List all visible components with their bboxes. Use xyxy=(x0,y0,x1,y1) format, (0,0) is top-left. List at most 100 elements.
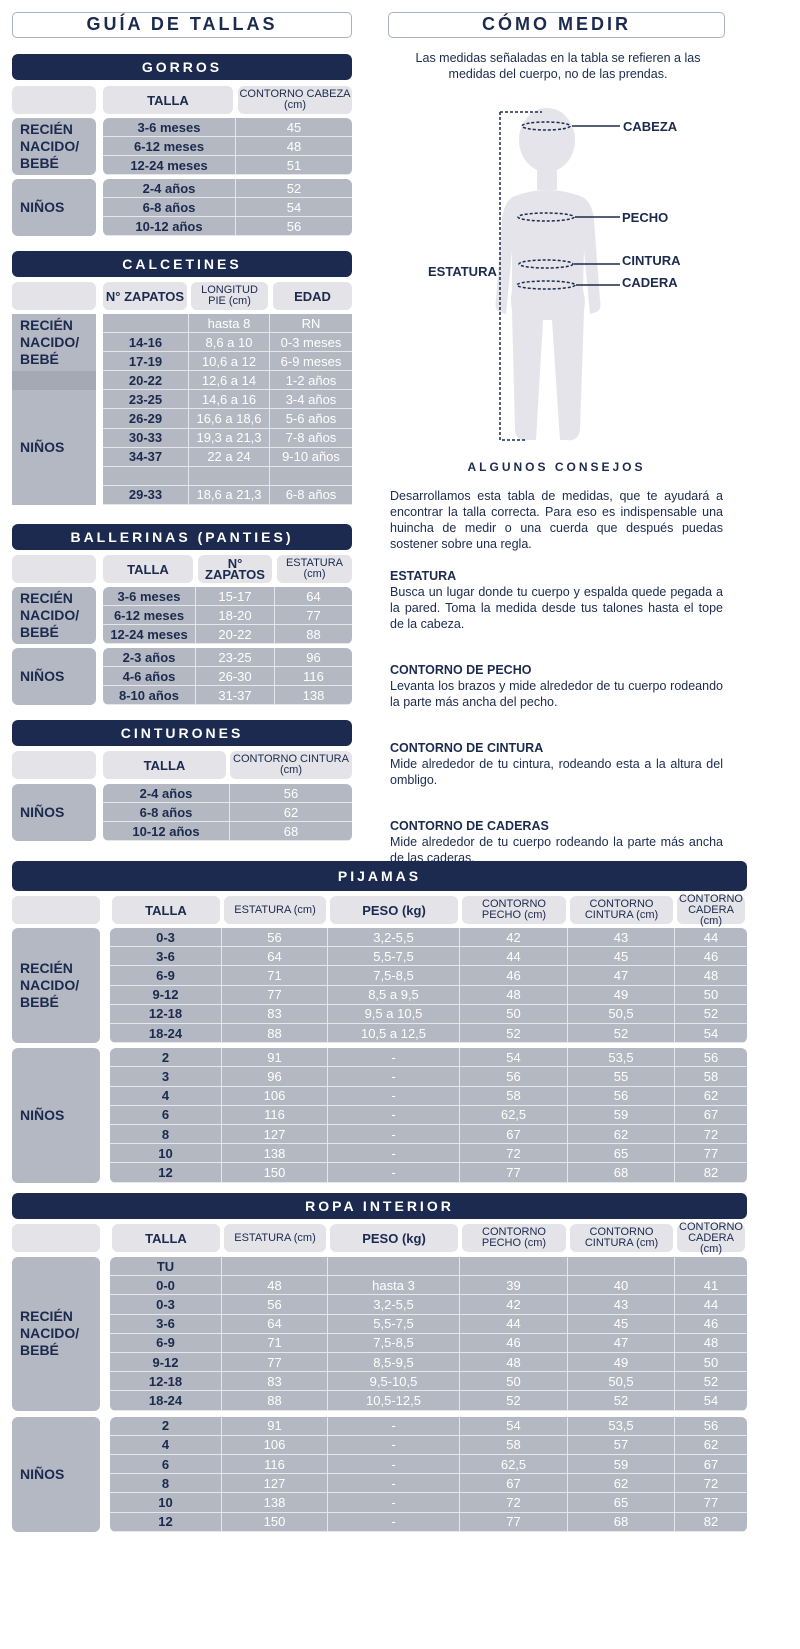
size-cell: 3-6 meses xyxy=(103,587,196,606)
chest-measure-ring xyxy=(517,212,575,222)
value-cell: 65 xyxy=(568,1144,675,1164)
pijamas-header-bar: PIJAMAS xyxy=(12,861,747,891)
value-cell: - xyxy=(328,1086,460,1106)
tip-heading: CONTORNO DE PECHO xyxy=(390,663,532,677)
value-cell: 62 xyxy=(568,1124,675,1145)
tip-pecho: CONTORNO DE PECHO Levanta los brazos y mi… xyxy=(390,662,723,710)
column-header: ESTATURA (cm) xyxy=(224,1224,326,1252)
size-cell: 12-18 xyxy=(110,1372,222,1392)
value-cell: 67 xyxy=(460,1124,568,1145)
value-cell: 45 xyxy=(236,118,352,137)
value-cell: 9,5-10,5 xyxy=(328,1372,460,1392)
size-cell: 2-4 años xyxy=(103,784,230,803)
value-cell: 48 xyxy=(675,966,747,986)
size-cell: 23-25 xyxy=(103,390,189,410)
group-label: NIÑOS xyxy=(12,1416,100,1532)
value-cell: 62 xyxy=(230,803,352,822)
value-cell: 52 xyxy=(236,179,352,198)
value-cell: 65 xyxy=(568,1493,675,1513)
value-cell: - xyxy=(328,1512,460,1532)
tips-section: Desarrollamos esta tabla de medidas, que… xyxy=(390,488,723,866)
tip-text: Levanta los brazos y mide alrededor de t… xyxy=(390,679,723,709)
value-cell: 83 xyxy=(222,1372,328,1392)
size-cell: 6-8 años xyxy=(103,198,236,217)
value-cell: 51 xyxy=(236,156,352,175)
value-cell: 43 xyxy=(568,1295,675,1315)
size-cell: 0-3 xyxy=(110,928,222,948)
value-cell: 19,3 a 21,3 xyxy=(189,428,270,448)
value-cell: 54 xyxy=(460,1048,568,1068)
value-cell: 8,6 a 10 xyxy=(189,333,270,353)
group-rows: hasta 8 RN 14-16 8,6 a 10 0-3 meses 17-19 10,6… xyxy=(103,314,352,372)
value-cell: 57 xyxy=(568,1435,675,1455)
size-cell: 6-9 xyxy=(110,1333,222,1353)
label-cadera: CADERA xyxy=(622,275,678,290)
value-cell: 50 xyxy=(460,1372,568,1392)
gorros-header-corner xyxy=(12,86,96,114)
size-cell: 10-12 años xyxy=(103,217,236,236)
ballerinas-header-bar: BALLERINAS (PANTIES) xyxy=(12,524,352,550)
value-cell: 3,2-5,5 xyxy=(328,1295,460,1315)
value-cell: 48 xyxy=(236,137,352,156)
value-cell: 82 xyxy=(675,1513,747,1532)
ballerinas-header-corner xyxy=(12,555,96,583)
value-cell: 15-17 xyxy=(196,587,275,606)
value-cell: 46 xyxy=(460,966,568,986)
value-cell: 58 xyxy=(675,1067,747,1087)
size-cell: 6-12 meses xyxy=(103,137,236,156)
size-cell: 12-24 meses xyxy=(103,625,196,644)
value-cell: 49 xyxy=(568,985,675,1005)
size-cell: 12 xyxy=(110,1512,222,1532)
size-cell: 6 xyxy=(110,1105,222,1125)
value-cell: 64 xyxy=(222,947,328,967)
group-rows: 23-25 14,6 a 16 3-4 años 26-29 16,6 a 18,6 5-… xyxy=(103,390,352,505)
size-cell: 3-6 meses xyxy=(103,118,236,137)
column-header: LONGITUD PIE (cm) xyxy=(191,282,268,310)
group-label: NIÑOS xyxy=(12,648,96,705)
value-cell xyxy=(270,467,352,486)
value-cell: 71 xyxy=(222,1333,328,1353)
value-cell: 150 xyxy=(222,1512,328,1532)
column-header: CONTORNO PECHO (cm) xyxy=(462,1224,566,1252)
ropa-interior-header-bar: ROPA INTERIOR xyxy=(12,1193,747,1219)
ropa-interior-header-corner xyxy=(12,1224,100,1252)
group-rows: 2 91-54 53,5 56 4 106-58 57 62 6 116-62,5 59 67 8 127… xyxy=(110,1416,747,1532)
value-cell: 46 xyxy=(460,1333,568,1353)
value-cell: 54 xyxy=(675,1024,747,1044)
value-cell: RN xyxy=(270,314,352,334)
label-pecho: PECHO xyxy=(622,210,668,225)
column-header: CONTORNO CINTURA (cm) xyxy=(570,896,673,924)
label-cabeza: CABEZA xyxy=(623,119,678,134)
size-cell xyxy=(103,314,189,334)
size-cell: 0-3 xyxy=(110,1295,222,1315)
value-cell: 53,5 xyxy=(568,1416,675,1436)
value-cell xyxy=(328,1257,460,1277)
value-cell: 26-30 xyxy=(196,667,275,686)
value-cell: 12,6 a 14 xyxy=(189,371,270,391)
value-cell: 6-9 meses xyxy=(270,352,352,372)
group-rows: 2-4 años 52 6-8 años 54 10-12 años 56 xyxy=(103,179,352,236)
column-header: PESO (kg) xyxy=(330,896,458,924)
value-cell: 77 xyxy=(222,1353,328,1373)
value-cell: 59 xyxy=(568,1454,675,1475)
value-cell: 45 xyxy=(568,947,675,967)
size-cell: 6-12 meses xyxy=(103,606,196,625)
tip-heading: CONTORNO DE CINTURA xyxy=(390,741,544,755)
tip-estatura: ESTATURA Busca un lugar donde tu cuerpo y… xyxy=(390,568,723,632)
value-cell: 3,2-5,5 xyxy=(328,928,460,948)
group-label: RECIÉN NACIDO/ BEBÉ xyxy=(12,587,96,644)
value-cell: 116 xyxy=(222,1454,328,1475)
value-cell: 44 xyxy=(460,947,568,967)
value-cell: 52 xyxy=(460,1024,568,1044)
group-label: RECIÉN NACIDO/ BEBÉ xyxy=(12,314,96,372)
value-cell xyxy=(675,1257,747,1277)
body-measurement-figure: CABEZA PECHO CINTURA CADERA ESTATURA xyxy=(428,108,681,441)
intro-text: Las medidas señaladas en la tabla se ref… xyxy=(415,51,701,81)
value-cell: 50 xyxy=(460,1004,568,1024)
value-cell xyxy=(189,466,270,486)
group-rows: 3-6 meses 15-17 64 6-12 meses 18-20 77 12-24 m… xyxy=(103,587,352,644)
value-cell: 62 xyxy=(675,1087,747,1106)
value-cell: 82 xyxy=(675,1163,747,1183)
value-cell: 54 xyxy=(236,198,352,217)
size-cell: 26-29 xyxy=(103,409,189,429)
